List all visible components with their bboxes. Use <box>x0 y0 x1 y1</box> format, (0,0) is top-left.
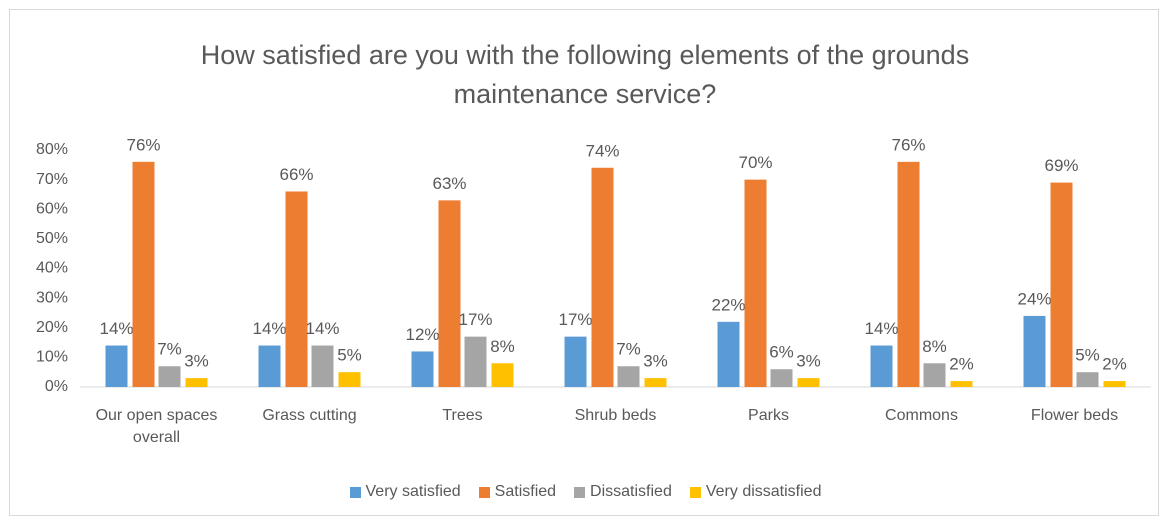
data-label: 74% <box>585 141 619 160</box>
data-label: 8% <box>490 337 515 356</box>
y-tick-label: 70% <box>36 171 68 188</box>
bar <box>438 200 461 387</box>
bar <box>564 336 587 387</box>
bar <box>797 378 820 387</box>
data-label: 8% <box>922 337 947 356</box>
legend-item: Very satisfied <box>349 483 461 501</box>
y-tick-label: 50% <box>36 230 68 247</box>
x-tick-label: Trees <box>442 407 483 424</box>
data-label: 5% <box>1075 346 1100 365</box>
data-label: 76% <box>126 135 160 154</box>
data-label: 5% <box>337 346 362 365</box>
legend-label: Very dissatisfied <box>705 483 822 500</box>
bar <box>311 345 334 387</box>
bar <box>1023 315 1046 387</box>
data-label: 69% <box>1044 156 1078 175</box>
bar <box>617 366 640 387</box>
legend-item: Very dissatisfied <box>689 483 822 501</box>
data-label: 63% <box>432 174 466 193</box>
data-label: 17% <box>558 310 592 329</box>
data-label: 14% <box>864 319 898 338</box>
y-tick-label: 40% <box>36 260 68 277</box>
legend-label: Very satisfied <box>365 483 461 500</box>
y-tick-label: 10% <box>36 349 68 366</box>
data-label: 7% <box>157 340 182 359</box>
bar <box>464 336 487 387</box>
bar <box>491 363 514 387</box>
y-tick-label: 0% <box>45 378 68 395</box>
data-label: 14% <box>305 319 339 338</box>
data-label: 3% <box>643 352 668 371</box>
data-label: 12% <box>405 325 439 344</box>
data-label: 14% <box>99 319 133 338</box>
x-tick-label: Our open spaces overall <box>95 407 218 446</box>
y-tick-label: 20% <box>36 319 68 336</box>
legend-label: Dissatisfied <box>590 483 672 500</box>
data-label: 3% <box>796 352 821 371</box>
bar <box>870 345 893 387</box>
bar <box>950 381 973 387</box>
data-label: 6% <box>769 343 794 362</box>
y-tick-label: 80% <box>36 141 68 158</box>
data-label: 14% <box>252 319 286 338</box>
data-label: 76% <box>891 135 925 154</box>
y-tick-label: 60% <box>36 200 68 217</box>
x-tick-label: Commons <box>885 407 958 424</box>
bar <box>591 167 614 387</box>
data-label: 2% <box>1102 355 1127 374</box>
legend-item: Dissatisfied <box>574 483 672 501</box>
data-label: 66% <box>279 165 313 184</box>
y-tick-label: 30% <box>36 289 68 306</box>
bar <box>258 345 281 387</box>
bar <box>285 191 308 387</box>
bar <box>1076 372 1099 387</box>
bar <box>132 161 155 387</box>
data-label: 24% <box>1017 289 1051 308</box>
legend-swatch <box>574 486 586 498</box>
bar <box>411 351 434 387</box>
chart-frame <box>9 9 1159 516</box>
legend-swatch <box>349 486 361 498</box>
bar <box>105 345 128 387</box>
bar <box>1103 381 1126 387</box>
bar <box>185 378 208 387</box>
bar <box>897 161 920 387</box>
bar <box>1050 182 1073 387</box>
bar <box>923 363 946 387</box>
legend-swatch <box>689 486 701 498</box>
data-label: 17% <box>458 310 492 329</box>
data-label: 22% <box>711 295 745 314</box>
x-tick-label: Grass cutting <box>262 407 357 424</box>
x-tick-label: Parks <box>748 407 789 424</box>
bar <box>717 321 740 387</box>
bar <box>770 369 793 387</box>
legend: Very satisfied Satisfied Dissatisfied Very … <box>0 483 1171 501</box>
data-label: 7% <box>616 340 641 359</box>
data-label: 3% <box>184 352 209 371</box>
bar <box>338 372 361 387</box>
x-tick-label: Shrub beds <box>574 407 657 424</box>
bar <box>644 378 667 387</box>
bar <box>158 366 181 387</box>
x-tick-label: Flower beds <box>1030 407 1119 424</box>
bar <box>744 179 767 387</box>
legend-swatch <box>478 486 490 498</box>
data-label: 70% <box>738 153 772 172</box>
chart-title: How satisfied are you with the following… <box>200 40 970 109</box>
legend-item: Satisfied <box>478 483 557 501</box>
data-label: 2% <box>949 355 974 374</box>
legend-label: Satisfied <box>494 483 557 500</box>
